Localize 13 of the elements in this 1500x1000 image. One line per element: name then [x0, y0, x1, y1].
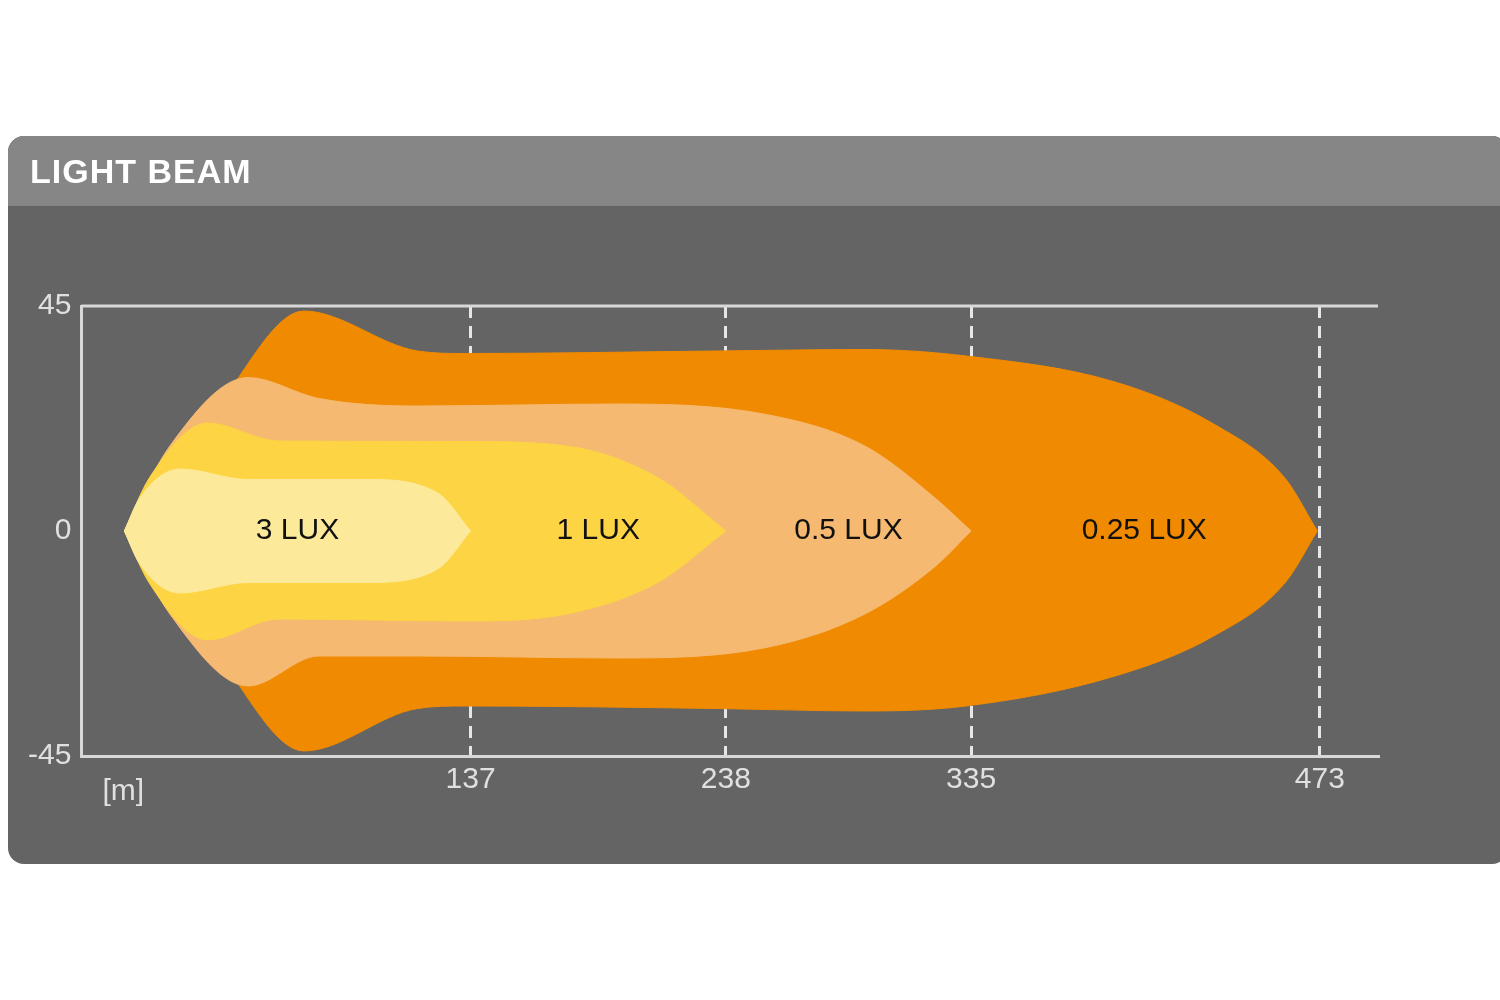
chart-title: LIGHT BEAM [8, 136, 1500, 206]
y-tick-label: 0 [54, 512, 72, 546]
x-tick-label: 238 [700, 761, 751, 795]
x-tick-label: 137 [445, 761, 496, 795]
y-tick-label: -45 [28, 737, 72, 771]
series-label: 1 LUX [556, 512, 640, 546]
y-tick-label: 45 [37, 287, 72, 321]
series-label: 0.25 LUX [1081, 512, 1207, 546]
series-label: 0.5 LUX [794, 512, 903, 546]
x-tick-label: 473 [1294, 761, 1345, 795]
x-axis-title: [m] [102, 773, 145, 807]
x-tick-label: 335 [946, 761, 997, 795]
series-label: 3 LUX [255, 512, 340, 546]
